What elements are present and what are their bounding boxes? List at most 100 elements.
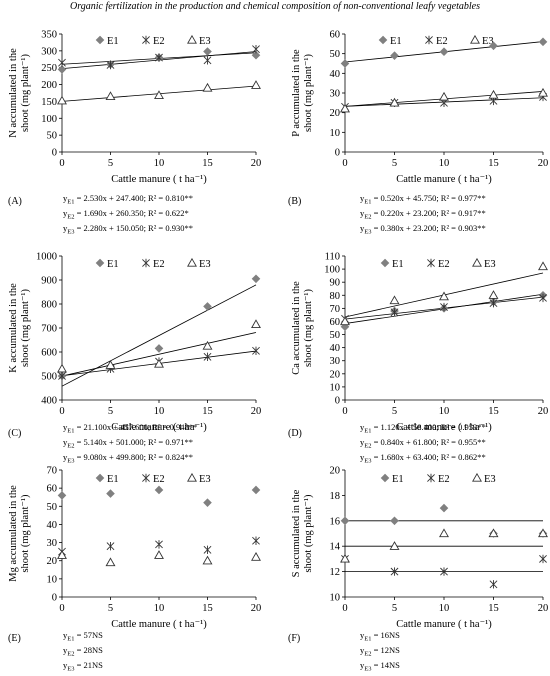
y-tick-label: 12 (330, 567, 341, 578)
data-point-e2 (252, 44, 260, 54)
y-axis-label-line2: shoot (mg plant⁻¹) (303, 288, 314, 367)
x-tick-label: 15 (488, 158, 499, 169)
x-tick-label: 20 (251, 406, 262, 417)
legend-marker-e2 (142, 473, 150, 483)
legend-label-e2: E2 (153, 259, 165, 270)
y-tick-label: 20 (47, 556, 58, 567)
y-tick-label: 60 (330, 317, 341, 328)
data-point-e3 (439, 291, 449, 301)
equation-line: yE1 = 16NS (360, 630, 400, 643)
legend-label-e1: E1 (392, 474, 404, 485)
x-tick-label: 15 (202, 603, 213, 614)
x-tick-label: 10 (439, 603, 450, 614)
data-point-e1 (203, 302, 212, 311)
legend-marker-e2 (427, 258, 435, 268)
data-point-e3 (202, 555, 213, 565)
equation-line: yE2 = 28NS (63, 645, 103, 658)
x-tick-label: 5 (108, 406, 113, 417)
y-tick-label: 18 (330, 491, 341, 502)
data-point-e2 (252, 346, 260, 355)
y-tick-label: 40 (330, 69, 341, 80)
y-tick-label: 100 (324, 265, 340, 276)
x-tick-label: 5 (392, 406, 397, 417)
equation-line: yE2 = 0.220x + 23.200; R² = 0.917** (360, 208, 486, 221)
x-tick-label: 5 (392, 603, 397, 614)
x-tick-label: 0 (342, 406, 347, 417)
panel-letter: (E) (8, 633, 21, 644)
legend-marker-e1 (95, 258, 105, 268)
data-point-e3 (57, 95, 67, 105)
equation-line: yE2 = 12NS (360, 645, 400, 658)
x-tick-label: 0 (342, 603, 347, 614)
y-tick-label: 300 (41, 46, 57, 57)
y-tick-label: 10 (330, 382, 341, 393)
equation-line: yE3 = 0.380x + 23.200; R² = 0.903** (360, 223, 486, 237)
x-tick-label: 10 (154, 603, 165, 614)
data-point-e3 (439, 91, 449, 101)
legend-marker-e2 (142, 35, 150, 45)
data-point-e3 (105, 557, 116, 567)
y-tick-label: 100 (41, 114, 57, 125)
y-tick-label: 10 (47, 574, 58, 585)
legend-label-e1: E1 (390, 36, 402, 47)
legend-marker-e3 (472, 472, 482, 482)
data-point-e2 (155, 53, 163, 62)
data-point-e3 (57, 550, 67, 559)
y-tick-label: 30 (330, 89, 341, 100)
x-tick-label: 20 (538, 603, 549, 614)
data-point-e3 (340, 316, 350, 326)
x-tick-label: 10 (439, 158, 450, 169)
panel-letter: (F) (288, 633, 301, 644)
x-tick-label: 15 (488, 603, 499, 614)
data-point-e1 (251, 50, 261, 60)
legend-marker-e3 (187, 257, 197, 267)
data-point-e3 (57, 363, 67, 373)
data-point-e1 (439, 47, 449, 57)
legend-label-e3: E3 (199, 259, 211, 270)
equation-line: yE1 = 57NS (63, 630, 103, 643)
data-point-e3 (538, 261, 548, 271)
legend-marker-e1 (95, 35, 105, 45)
fit-line-e1 (61, 284, 257, 387)
legend-marker-e3 (470, 34, 480, 44)
legend-marker-e1 (380, 258, 390, 268)
x-tick-label: 15 (488, 406, 499, 417)
data-point-e3 (154, 550, 164, 559)
y-tick-label: 10 (330, 593, 341, 604)
y-tick-label: 60 (330, 30, 341, 41)
data-point-e1 (203, 47, 212, 56)
data-point-e2 (58, 371, 66, 381)
y-axis-label-line1: N accumulated in the (8, 48, 19, 138)
data-point-e1 (57, 491, 67, 500)
data-point-e3 (538, 528, 548, 538)
y-tick-label: 90 (330, 278, 341, 289)
y-tick-label: 30 (47, 538, 58, 549)
y-tick-label: 70 (47, 466, 58, 477)
x-tick-label: 5 (108, 603, 113, 614)
y-tick-label: 250 (41, 63, 57, 74)
y-tick-label: 0 (52, 148, 57, 159)
y-tick-label: 50 (47, 131, 58, 142)
legend-marker-e3 (187, 472, 197, 482)
legend-label-e3: E3 (484, 259, 496, 270)
equation-line: yE3 = 2.280x + 150.050; R² = 0.930** (63, 223, 193, 237)
regression-equations: yE1 = 0.520x + 45.750; R² = 0.977** yE2 =… (360, 193, 486, 239)
data-point-e1 (489, 41, 498, 51)
data-point-e2 (440, 567, 448, 576)
legend-marker-e1 (378, 35, 388, 45)
y-axis-label-line2: shoot (mg plant⁻¹) (303, 53, 314, 132)
y-tick-label: 70 (330, 304, 341, 315)
equation-line: yE1 = 0.520x + 45.750; R² = 0.977** (360, 193, 486, 206)
x-tick-label: 15 (202, 406, 213, 417)
data-point-e1 (154, 344, 164, 353)
x-tick-label: 0 (59, 158, 64, 169)
y-tick-label: 700 (41, 324, 57, 335)
data-point-e3 (538, 87, 548, 97)
legend-marker-e2 (427, 473, 435, 483)
x-tick-label: 0 (59, 603, 64, 614)
data-point-e2 (539, 293, 547, 303)
panel-letter: (C) (8, 428, 22, 439)
legend-label-e3: E3 (482, 36, 494, 47)
legend-marker-e1 (380, 473, 390, 483)
legend-label-e3: E3 (199, 36, 211, 47)
